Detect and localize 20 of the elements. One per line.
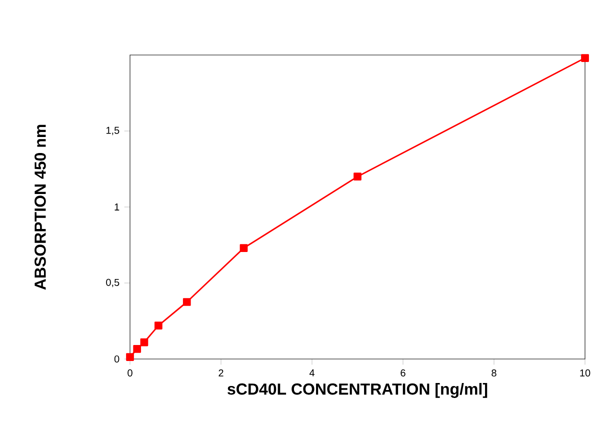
point [240, 244, 248, 252]
x-tick-label: 6 [400, 369, 406, 376]
x-tick-label: 2 [218, 369, 224, 376]
point [182, 298, 191, 306]
y-tick-label: 0 [114, 355, 120, 363]
y-axis-title: ABSORPTION 450 nm [34, 124, 46, 290]
x-tick-label: 8 [492, 369, 496, 376]
point [354, 172, 362, 181]
x-tick-label: 0 [128, 369, 132, 376]
point [154, 322, 162, 330]
x-axis-title: sCD40L CONCENTRATION [ng/ml] [228, 382, 488, 398]
y-tick-label: 0,5 [106, 278, 120, 288]
x-tick-label: 10 [580, 369, 590, 376]
point [140, 338, 148, 346]
point [581, 54, 589, 62]
point [126, 353, 134, 361]
y-tick-label: 1,5 [106, 126, 120, 136]
point [133, 345, 142, 353]
y-tick-label: 1 [114, 204, 120, 210]
x-tick-label: 4 [309, 369, 314, 376]
